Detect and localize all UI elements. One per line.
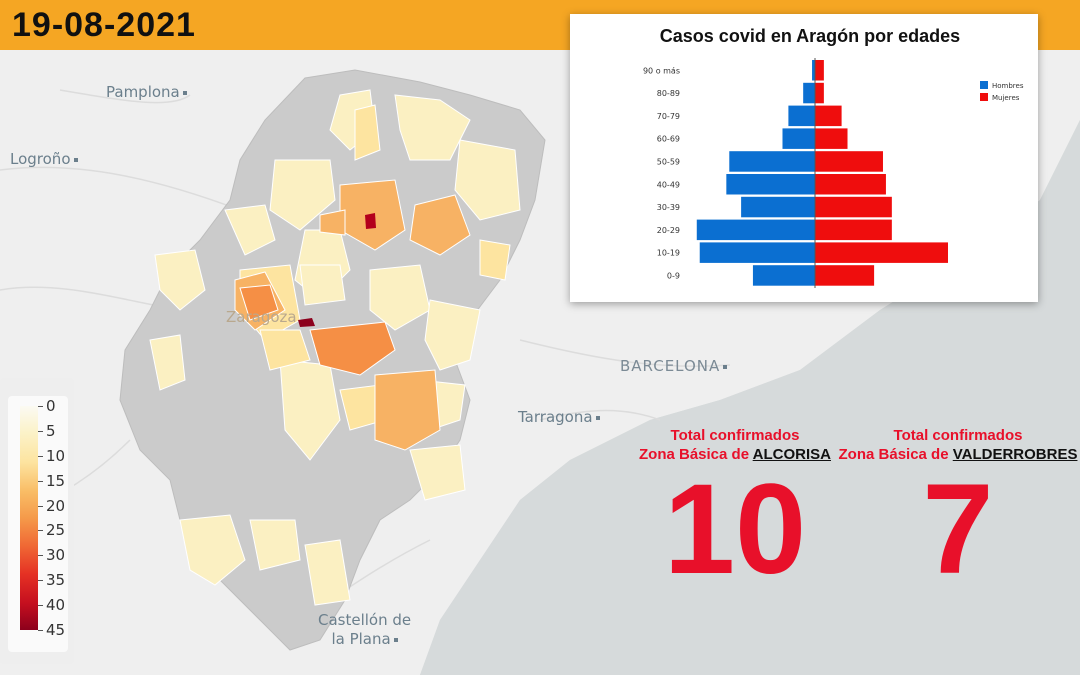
age-group-label: 90 o más: [643, 66, 680, 75]
legend-tick: [38, 530, 43, 532]
age-group-label: 40-49: [657, 180, 680, 189]
stat-zone-name: VALDERROBRES: [952, 446, 1078, 463]
age-group-label: 60-69: [657, 135, 680, 144]
bar-hombres: [741, 196, 815, 218]
bar-mujeres: [815, 242, 948, 263]
legend-swatch: [980, 81, 988, 89]
legend-swatch: [980, 93, 988, 101]
age-group-label: 50-59: [657, 157, 680, 166]
stat-value: 10: [663, 458, 807, 601]
stat-value: 7: [922, 458, 994, 601]
legend-series-label: Mujeres: [992, 94, 1020, 102]
age-group-label: 70-79: [657, 112, 680, 121]
age-group-label: 0-9: [667, 271, 680, 280]
city-name: Castellón de: [318, 611, 412, 629]
stat-valderrobres: Total confirmados Zona Básica de VALDERR…: [838, 426, 1078, 601]
city-marker-icon: [393, 637, 398, 642]
city-name: Tarragona: [518, 408, 593, 426]
bar-mujeres: [815, 105, 842, 127]
stat-alcorisa: Total confirmados Zona Básica de ALCORIS…: [610, 426, 860, 601]
age-group-label: 20-29: [657, 226, 680, 235]
legend-tick: [38, 580, 43, 582]
pyramid-plot: 90 o más 80-89 70-79 60-69 50-59 40-49 30-39 20…: [643, 58, 1024, 288]
city-marker-icon: [73, 157, 78, 162]
legend-label: 5: [46, 421, 56, 440]
bar-hombres: [782, 128, 815, 149]
legend-tick: [38, 406, 43, 407]
date-label: 19-08-2021: [12, 6, 196, 44]
bar-hombres: [788, 105, 815, 127]
legend-tick: [38, 555, 43, 557]
legend-label: 40: [46, 596, 66, 615]
legend-series-label: Hombres: [992, 82, 1024, 90]
legend-label: 0: [46, 397, 56, 415]
bar-mujeres: [815, 219, 892, 241]
legend-tick: [38, 630, 43, 631]
bar-hombres: [729, 151, 815, 172]
legend-tick: [38, 605, 43, 607]
age-pyramid-chart: Casos covid en Aragón por edades 90 o má…: [570, 14, 1038, 302]
bar-mujeres: [815, 151, 883, 172]
legend-label: 30: [46, 546, 66, 565]
city-name: Pamplona: [106, 83, 180, 101]
color-scale-legend: 0 5 10 15 20 25 30 35 40 45: [0, 378, 74, 664]
city-label-barcelona: BARCELONA: [620, 357, 728, 375]
bar-mujeres: [815, 196, 892, 218]
bar-mujeres: [815, 60, 824, 81]
bar-hombres: [699, 242, 815, 263]
city-label-zaragoza: Zaragoza: [226, 308, 297, 326]
legend-label: 45: [46, 621, 66, 639]
bar-mujeres: [815, 82, 824, 104]
age-group-label: 10-19: [657, 249, 680, 258]
city-label-pamplona: Pamplona: [106, 83, 187, 101]
chart-title: Casos covid en Aragón por edades: [659, 26, 961, 46]
stat-zone-prefix: Zona Básica de: [639, 446, 753, 463]
legend-label: 35: [46, 571, 66, 590]
legend-tick: [38, 505, 43, 507]
age-group-label: 80-89: [657, 89, 680, 98]
legend-tick: [38, 480, 43, 482]
bar-mujeres: [815, 265, 875, 286]
legend-label: 10: [46, 446, 66, 465]
stat-zone-prefix: Zona Básica de: [838, 446, 953, 463]
city-label-castellon: Castellón de la Plana: [318, 611, 411, 649]
bar-hombres: [812, 60, 815, 81]
legend-label: 20: [46, 496, 66, 515]
age-group-label: 30-39: [657, 203, 680, 212]
legend-tick: [38, 455, 43, 457]
bar-mujeres: [815, 174, 886, 195]
bar-hombres: [696, 219, 815, 241]
bar-hombres: [726, 174, 815, 195]
stat-zone-name: ALCORISA: [752, 446, 831, 463]
city-label-logrono: Logroño: [10, 150, 78, 168]
city-marker-icon: [182, 90, 187, 95]
bar-mujeres: [815, 128, 848, 149]
legend-label: 25: [46, 521, 66, 540]
legend-panel: 0 5 10 15 20 25 30 35 40 45: [8, 396, 68, 652]
city-label-tarragona: Tarragona: [518, 408, 600, 426]
legend-gradient-bar: [20, 406, 38, 630]
stat-heading: Total confirmados: [670, 427, 800, 444]
city-marker-icon: [723, 364, 728, 369]
bar-hombres: [803, 82, 815, 104]
city-name: Zaragoza: [226, 308, 297, 326]
city-marker-icon: [595, 415, 600, 420]
city-name: Logroño: [10, 150, 71, 168]
legend-label: 15: [46, 471, 66, 490]
legend-tick: [38, 430, 43, 432]
city-name: la Plana: [331, 630, 391, 648]
stat-heading: Total confirmados: [893, 427, 1023, 444]
bar-hombres: [752, 265, 815, 286]
city-name: BARCELONA: [620, 357, 721, 375]
